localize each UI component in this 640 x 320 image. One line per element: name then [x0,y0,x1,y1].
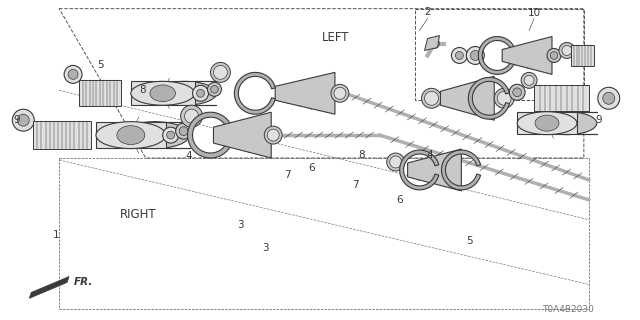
Polygon shape [442,150,481,190]
Ellipse shape [535,115,559,131]
Ellipse shape [120,122,189,148]
Ellipse shape [153,81,216,105]
Circle shape [470,51,480,60]
Text: 7: 7 [284,170,291,180]
Circle shape [424,91,438,105]
Circle shape [598,87,620,109]
Circle shape [547,49,561,62]
Text: 5: 5 [466,236,473,246]
Circle shape [264,126,282,144]
Text: 2: 2 [424,7,431,17]
Circle shape [68,69,78,79]
Circle shape [497,91,511,105]
Circle shape [422,88,442,108]
Text: 7: 7 [353,180,359,190]
Polygon shape [188,112,232,158]
Ellipse shape [150,85,175,102]
Text: 1: 1 [53,230,60,240]
Polygon shape [468,77,509,119]
Polygon shape [29,276,69,298]
Text: 9: 9 [13,115,20,125]
Circle shape [214,65,227,79]
Polygon shape [131,81,216,105]
Polygon shape [79,80,121,106]
Circle shape [179,127,188,135]
Polygon shape [214,112,271,158]
Circle shape [513,88,522,97]
Polygon shape [440,76,494,120]
Text: 5: 5 [98,60,104,70]
Circle shape [163,127,179,143]
Polygon shape [33,121,91,149]
Polygon shape [96,122,189,148]
Text: 3: 3 [237,220,244,230]
Circle shape [166,131,175,139]
Text: 4: 4 [426,150,433,160]
Polygon shape [275,72,335,114]
Circle shape [467,46,484,64]
Text: LEFT: LEFT [322,31,349,44]
Circle shape [196,89,205,97]
Circle shape [180,105,202,127]
Circle shape [334,87,346,99]
Circle shape [521,72,537,88]
Circle shape [207,82,221,96]
Text: 9: 9 [595,115,602,125]
Circle shape [559,43,575,59]
Circle shape [562,45,572,55]
Ellipse shape [131,81,195,105]
Circle shape [175,123,191,139]
Text: RIGHT: RIGHT [120,208,156,221]
Circle shape [211,62,230,82]
Circle shape [387,153,404,171]
Polygon shape [408,149,461,191]
Circle shape [524,76,534,85]
Text: FR.: FR. [74,277,93,287]
Ellipse shape [537,112,596,135]
Text: 6: 6 [396,195,403,205]
Polygon shape [571,44,594,67]
Polygon shape [399,150,439,190]
Circle shape [456,52,463,60]
Polygon shape [534,85,589,111]
Circle shape [509,84,525,100]
Circle shape [211,85,218,93]
Text: 8: 8 [140,85,146,95]
Text: T0A4B2030: T0A4B2030 [542,305,594,314]
Ellipse shape [517,112,577,135]
Circle shape [184,109,198,123]
Text: 10: 10 [527,8,541,18]
Circle shape [17,114,29,126]
Circle shape [550,52,558,59]
Text: 3: 3 [262,243,269,252]
Ellipse shape [117,126,145,145]
Text: 8: 8 [358,150,365,160]
Text: 6: 6 [308,163,316,173]
Circle shape [12,109,35,131]
Circle shape [451,47,467,63]
Polygon shape [478,36,515,74]
Circle shape [268,129,279,141]
Text: 4: 4 [185,151,192,161]
Circle shape [331,84,349,102]
Polygon shape [517,112,596,134]
Circle shape [429,38,440,49]
Circle shape [603,92,614,104]
Polygon shape [424,36,440,51]
Circle shape [64,65,82,83]
Polygon shape [234,72,275,114]
Circle shape [494,88,514,108]
Circle shape [390,156,402,168]
Circle shape [193,85,209,101]
Ellipse shape [96,122,166,148]
Polygon shape [502,36,552,74]
